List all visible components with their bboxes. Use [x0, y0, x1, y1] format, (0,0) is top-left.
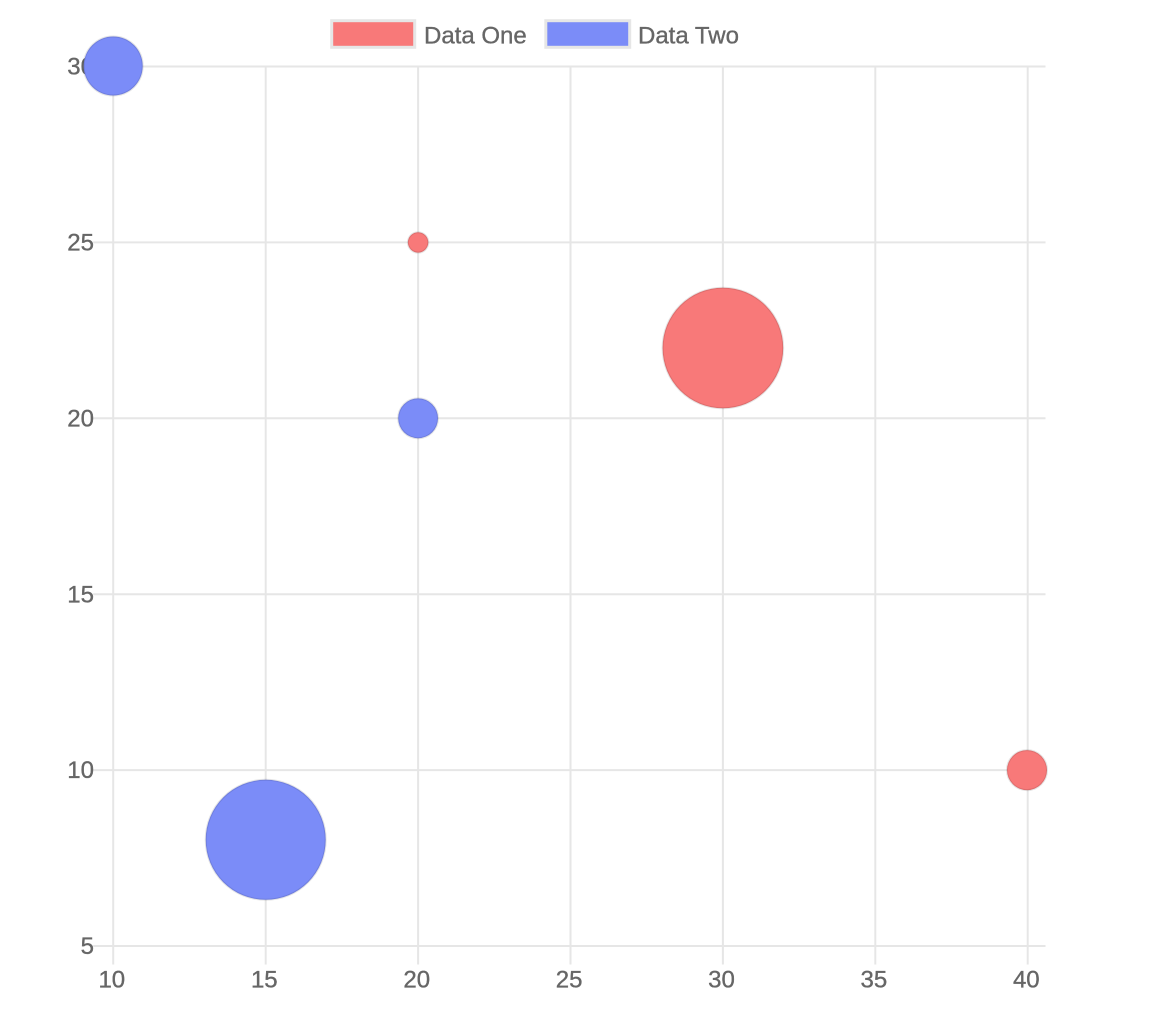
svg-text:10: 10: [67, 757, 94, 784]
svg-text:15: 15: [67, 581, 94, 608]
svg-text:Data Two: Data Two: [638, 23, 739, 50]
svg-text:Data One: Data One: [424, 23, 527, 50]
svg-text:10: 10: [98, 967, 125, 994]
svg-text:15: 15: [251, 967, 278, 994]
svg-text:25: 25: [67, 230, 94, 257]
svg-text:40: 40: [1013, 967, 1040, 994]
svg-text:20: 20: [403, 967, 430, 994]
svg-text:20: 20: [67, 405, 94, 432]
svg-text:35: 35: [861, 967, 888, 994]
svg-text:5: 5: [81, 933, 94, 960]
svg-text:30: 30: [708, 967, 735, 994]
svg-text:25: 25: [556, 967, 583, 994]
